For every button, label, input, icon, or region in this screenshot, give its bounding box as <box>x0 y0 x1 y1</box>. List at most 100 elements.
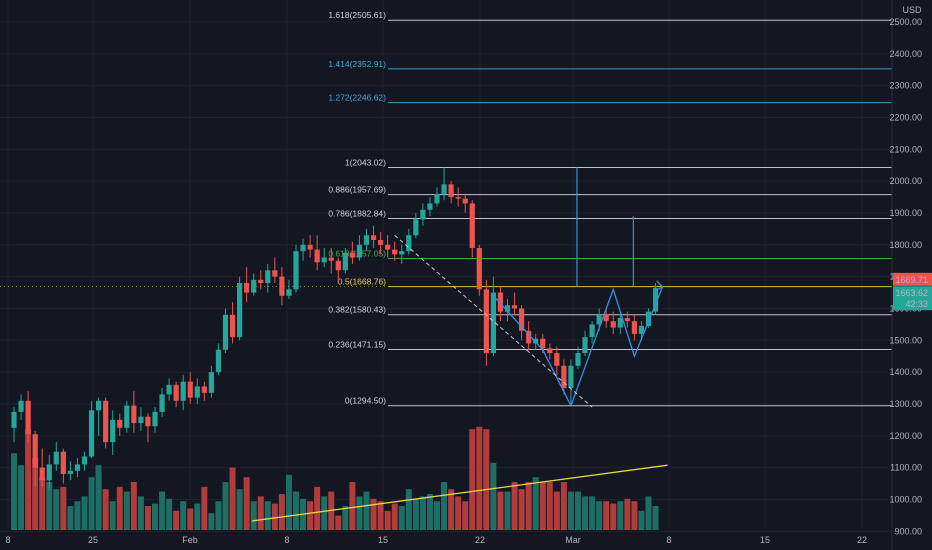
time-axis-labels: 8 25 Feb 8 15 22 Mar 8 15 22 <box>5 535 867 545</box>
fib-level-label: 1(2043.02) <box>345 157 386 167</box>
volume-bar <box>137 496 144 530</box>
candle-body <box>356 244 363 258</box>
candle-body <box>385 244 391 250</box>
fib-level-label: 1.272(2246.62) <box>328 93 386 103</box>
volume-bar <box>532 477 539 530</box>
candle-body <box>222 314 229 350</box>
candle-body <box>462 198 468 204</box>
price-tick-label: 1400.00 <box>889 367 922 377</box>
candle-body <box>645 311 652 326</box>
price-tick-label: 900.00 <box>894 526 922 536</box>
candle-body <box>519 308 525 331</box>
price-tick-label: 1000.00 <box>889 494 922 504</box>
volume-bar <box>497 491 504 530</box>
volume-bar <box>363 491 370 530</box>
candle-body <box>138 416 144 424</box>
candle-body <box>215 349 222 373</box>
candle-body <box>547 348 553 354</box>
candle-body <box>413 219 419 236</box>
candle-body <box>575 353 581 366</box>
chart-grid <box>0 0 892 532</box>
candle-body <box>300 244 306 252</box>
pattern-drawings[interactable] <box>394 234 664 408</box>
volume-bar <box>448 489 455 530</box>
volume-bar <box>469 429 476 530</box>
candle-body <box>117 419 123 428</box>
volume-bar <box>631 501 638 530</box>
candle-body <box>166 384 172 395</box>
candle-body <box>392 249 398 255</box>
volume-bar <box>405 489 412 530</box>
candle-body <box>540 338 546 349</box>
price-tick-label: 2200.00 <box>889 112 922 122</box>
candle-body <box>265 270 271 284</box>
fib-level-label: 0.786(1882.84) <box>328 208 386 218</box>
candle-body <box>251 279 257 293</box>
volume-bar <box>257 496 264 530</box>
candle-body <box>526 330 532 344</box>
volume-bars <box>11 426 659 530</box>
candle-body <box>617 318 623 328</box>
candle-body <box>11 411 17 428</box>
price-tick-label: 2500.00 <box>889 17 922 27</box>
candle-body <box>194 386 200 398</box>
candle-body <box>173 384 179 401</box>
volume-bar <box>39 477 46 530</box>
volume-bar <box>18 465 25 530</box>
volume-bar <box>441 482 448 530</box>
volume-bar <box>525 482 532 530</box>
candle-body <box>624 318 630 322</box>
time-tick-label: Feb <box>182 535 198 545</box>
price-tick-label: 1500.00 <box>889 335 922 345</box>
volume-bar <box>483 429 490 530</box>
volume-bar <box>166 498 173 530</box>
volume-bar <box>398 506 405 530</box>
candle-body <box>533 338 539 344</box>
price-tick-label: 1800.00 <box>889 240 922 250</box>
fib-level-label: 0.5(1668.76) <box>338 277 386 287</box>
volume-bar <box>159 491 166 530</box>
candle-body <box>237 283 243 338</box>
volume-bar <box>201 486 208 530</box>
vertical-markers[interactable] <box>576 167 634 287</box>
volume-bar <box>95 465 102 530</box>
candle-body <box>490 292 496 354</box>
volume-bar <box>617 501 624 530</box>
volume-bar <box>356 496 363 530</box>
volume-bar <box>152 503 158 530</box>
candle-body <box>32 434 38 468</box>
dashed-trend-line[interactable] <box>394 234 593 408</box>
volume-bar <box>575 491 581 530</box>
volume-bar <box>123 491 130 530</box>
volume-bar <box>560 482 567 530</box>
volume-bar <box>335 515 342 530</box>
volume-bar <box>455 496 462 530</box>
candle-body <box>497 292 504 312</box>
time-tick-label: 15 <box>378 535 388 545</box>
volume-bar <box>278 494 285 530</box>
candle-body <box>25 400 31 435</box>
candle-body <box>18 400 24 412</box>
volume-bar <box>349 482 356 530</box>
volume-bar <box>462 501 469 530</box>
candle-body <box>244 283 250 293</box>
price-tick-label: 1900.00 <box>889 208 922 218</box>
time-tick-label: 22 <box>857 535 867 545</box>
price-tag-green <box>893 286 932 311</box>
fibonacci-levels[interactable]: 1.618(2505.61) 1.414(2352.91) 1.272(2246.6… <box>0 10 892 407</box>
candle-body <box>589 324 595 338</box>
price-tag-red-label: 1669.71 <box>895 275 928 285</box>
volume-bar <box>236 489 243 530</box>
volume-bar <box>215 501 222 530</box>
volume-bar <box>546 482 553 530</box>
fib-level-label: 0.382(1580.43) <box>328 305 386 315</box>
volume-bar <box>264 501 271 530</box>
candle-body <box>110 419 116 443</box>
time-tick-label: Mar <box>565 535 581 545</box>
volume-bar <box>539 482 546 530</box>
zigzag-arrow-head <box>655 280 664 292</box>
candle-body <box>511 305 518 309</box>
zigzag-pattern-line[interactable] <box>492 286 664 408</box>
